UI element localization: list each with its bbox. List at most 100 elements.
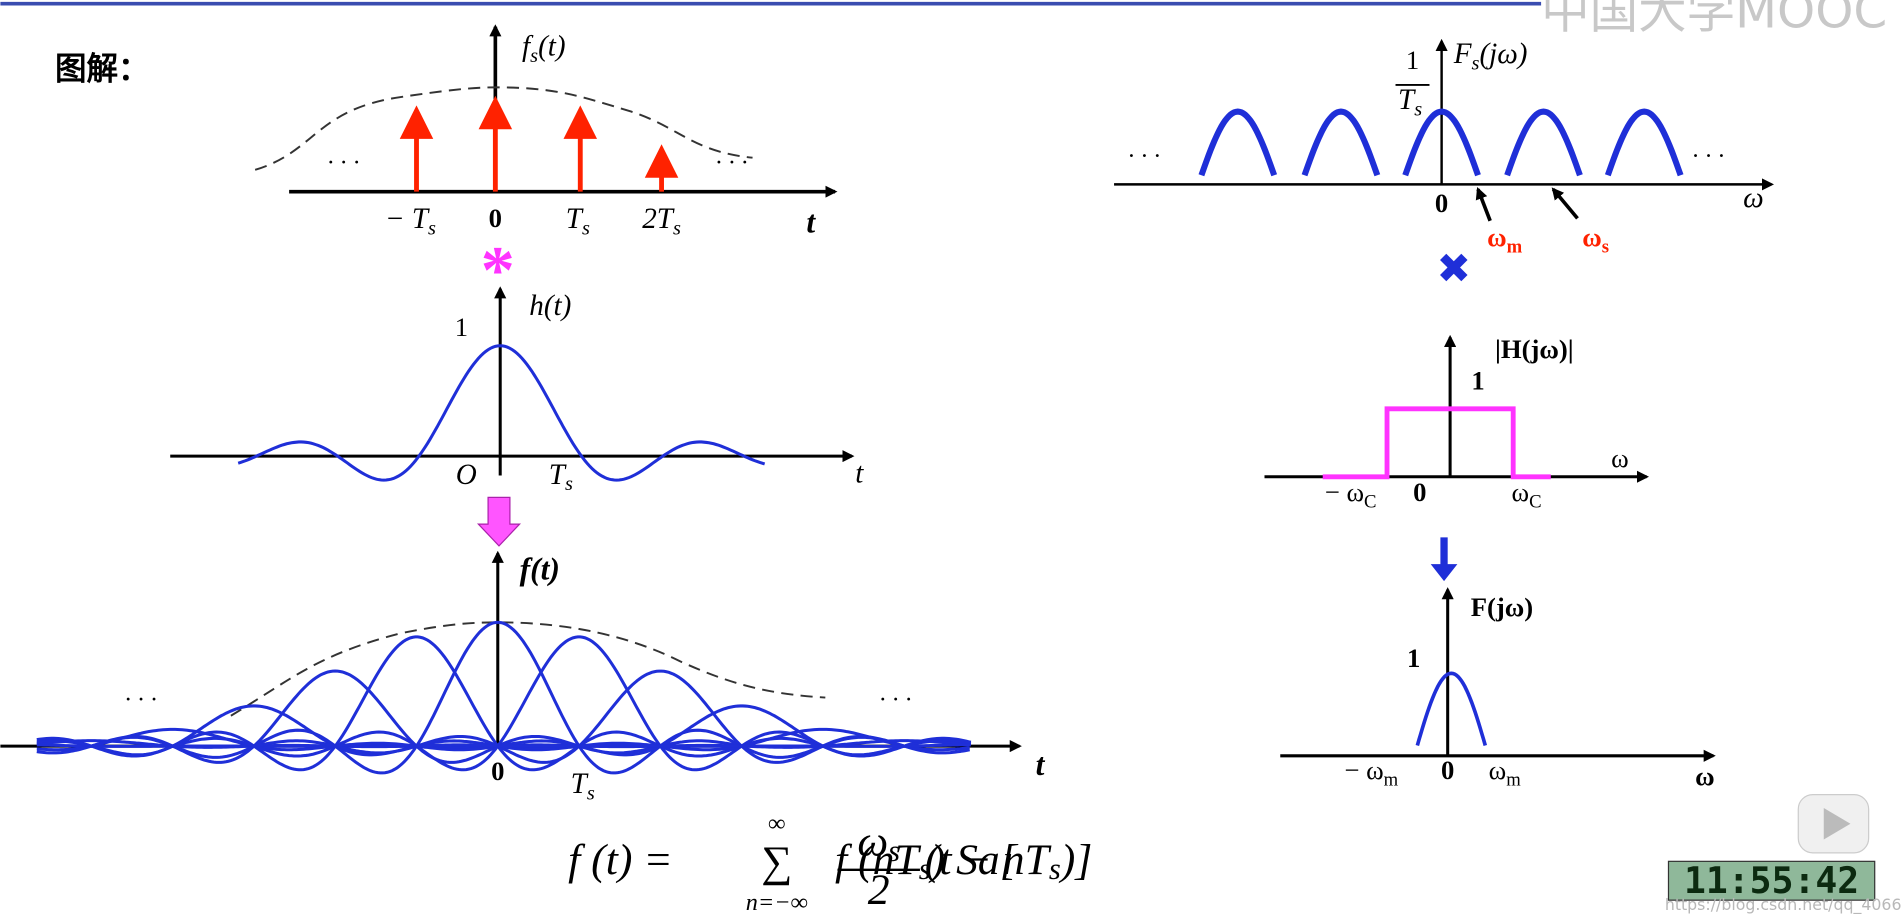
label-part: 中国大学MOOC: [1541, 0, 1887, 40]
label: f (nTs) Sa[: [835, 836, 1019, 886]
label-part: ✖: [1436, 245, 1471, 293]
label-part: *: [481, 231, 515, 307]
label-part: C: [1529, 492, 1541, 513]
label-part: O: [456, 458, 477, 490]
label: t: [806, 205, 816, 240]
sinc: [90, 620, 905, 775]
label-part: s: [1602, 237, 1609, 258]
sinc: [36, 635, 824, 772]
label: ···: [1127, 142, 1166, 169]
label: 1: [1407, 643, 1420, 673]
label: ∑: [761, 838, 792, 886]
label-part: 0: [489, 203, 502, 233]
label: ωs: [857, 818, 900, 868]
down-arrow: [1430, 537, 1458, 582]
label-part: m: [1507, 237, 1523, 258]
label: ω: [1695, 761, 1714, 791]
label: − ωC: [1325, 477, 1377, 513]
label-part: s: [888, 834, 900, 868]
timestamp-box: [1667, 860, 1876, 901]
label-part: t: [1036, 747, 1046, 782]
label-part: (t): [538, 30, 565, 62]
pointer: [1475, 186, 1492, 222]
label: fs(t): [522, 30, 566, 66]
label-part: (t): [530, 552, 560, 587]
label: |H(jω)|: [1495, 334, 1574, 364]
output-arch: [1415, 671, 1488, 746]
label: f(t): [520, 552, 560, 587]
label: 0: [1413, 477, 1426, 507]
label: − ωm: [1344, 755, 1398, 791]
label-part: ∞: [768, 810, 785, 837]
down-arrow: [476, 496, 522, 547]
spectrum-arch: [1604, 108, 1684, 177]
label-part: 2T: [642, 202, 675, 234]
label-part: F(jω): [1471, 592, 1533, 622]
spectrum-arch: [1301, 108, 1381, 177]
label-part: ω: [1512, 477, 1530, 507]
label-part: s: [582, 217, 590, 239]
label: (t − nTs)]: [925, 836, 1092, 886]
label-part: s: [428, 217, 436, 239]
label-part: T: [549, 458, 567, 490]
label: ω: [1743, 182, 1764, 214]
label-part: s: [565, 473, 573, 495]
label-part: 2: [868, 866, 890, 914]
label-part: m: [1506, 770, 1521, 791]
label-part: s: [673, 217, 681, 239]
spectrum-arch: [1402, 108, 1481, 177]
label-part: s: [919, 852, 931, 886]
label-part: ) Sa[: [928, 836, 1019, 884]
label-part: )]: [1058, 836, 1093, 884]
label-part: ···: [124, 686, 163, 713]
label-part: f: [520, 552, 534, 587]
label-part: 图解：: [55, 51, 150, 87]
label-part: ···: [715, 148, 754, 175]
label: 2Ts: [642, 202, 681, 238]
play-icon: [1823, 807, 1851, 840]
label-part: ω: [1582, 222, 1602, 252]
label-part: ω: [1743, 182, 1764, 214]
impulses: [399, 95, 679, 192]
label-part: ω: [857, 818, 888, 866]
pointer: [1551, 187, 1579, 220]
label-part: s: [587, 782, 595, 804]
sinc: [253, 669, 970, 764]
spectrum-arch: [1504, 108, 1583, 177]
label-part: T: [1398, 84, 1416, 116]
sinc: [335, 704, 972, 757]
label-part: s: [1472, 52, 1480, 74]
label-part: − ω: [1344, 755, 1383, 785]
sinc: [237, 344, 766, 482]
label-part: ···: [879, 686, 918, 713]
label-part: ω: [1611, 443, 1629, 473]
label: ωC: [1512, 477, 1542, 513]
label: ω: [1611, 443, 1629, 473]
label: t: [1036, 747, 1046, 782]
label: 2: [868, 866, 890, 914]
impulse-head: [478, 95, 513, 130]
label: − Ts: [385, 202, 436, 238]
label: Ts: [549, 458, 573, 494]
label: 1: [1471, 365, 1484, 395]
label-part: − ω: [1325, 477, 1364, 507]
label-part: |H(jω)|: [1495, 334, 1574, 364]
envelope: [254, 86, 753, 171]
label: 0: [1441, 755, 1454, 785]
label-part: (jω): [1479, 37, 1527, 69]
label: https://blog.csdn.net/qq_4066: [1665, 895, 1902, 915]
label-part: ∑: [761, 838, 792, 886]
label: Ts: [566, 202, 590, 238]
label-part: 0: [1435, 188, 1448, 218]
label: 11:55:42: [1684, 858, 1859, 901]
label: ···: [715, 148, 754, 175]
label-part: (t): [544, 290, 571, 322]
label: t: [855, 457, 864, 489]
label-part: ···: [1127, 142, 1166, 169]
impulse-head: [563, 105, 598, 139]
label: ···: [124, 686, 163, 713]
spectrum-arch: [1198, 108, 1278, 177]
label-part: 1: [1406, 45, 1419, 75]
